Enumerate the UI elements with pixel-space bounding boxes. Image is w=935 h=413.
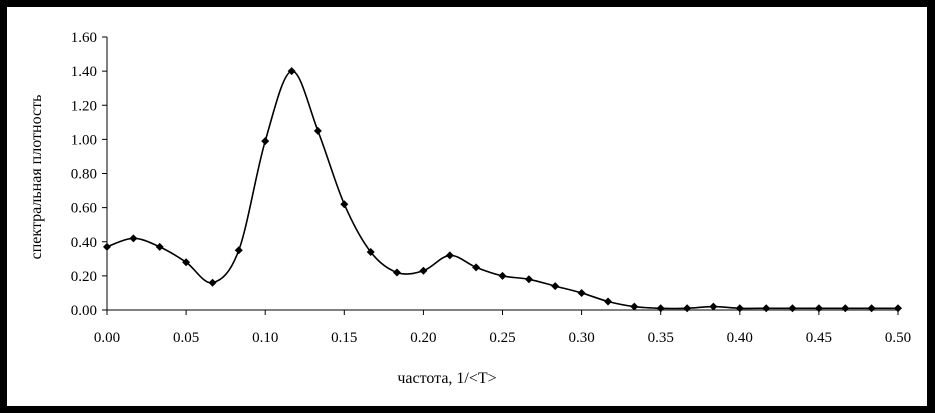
chart-axes: [106, 37, 898, 311]
y-tick-label: 1.00: [71, 132, 97, 148]
data-point-marker: [683, 304, 692, 313]
y-tick-label: 1.40: [71, 64, 97, 80]
x-tick-label: 0.50: [885, 330, 911, 346]
chart-svg: 0.00 0.20 0.40 0.60 0.80 1.00 1.20 1.40 1.60 0.00…: [28, 30, 911, 387]
x-axis-label: частота, 1/<T>: [397, 370, 496, 387]
series-markers: [103, 67, 902, 313]
x-tick-label: 0.20: [410, 330, 436, 346]
data-point-marker: [894, 304, 902, 313]
data-point-marker: [155, 242, 164, 251]
data-point-marker: [709, 302, 718, 311]
data-point-marker: [577, 288, 586, 297]
data-point-marker: [445, 251, 454, 260]
x-tick-label: 0.15: [331, 330, 357, 346]
y-axis-label: спектральная плотность: [28, 95, 45, 260]
data-point-marker: [524, 275, 533, 284]
data-point-marker: [103, 242, 111, 251]
y-tick-label: 0.20: [71, 269, 97, 285]
data-point-marker: [366, 247, 375, 256]
chart-frame: 0.00 0.20 0.40 0.60 0.80 1.00 1.20 1.40 1.60 0.00…: [6, 6, 928, 407]
data-point-marker: [313, 126, 322, 135]
x-tick-label: 0.45: [806, 330, 832, 346]
data-point-marker: [287, 67, 296, 76]
chart-ticks: 0.00 0.20 0.40 0.60 0.80 1.00 1.20 1.40 1.60 0.00…: [71, 30, 911, 346]
data-point-marker: [604, 297, 613, 306]
data-point-marker: [551, 282, 560, 291]
y-tick-label: 0.00: [71, 303, 97, 319]
data-point-marker: [788, 304, 797, 313]
data-point-marker: [340, 200, 349, 209]
data-point-marker: [419, 266, 428, 275]
data-point-marker: [814, 304, 823, 313]
data-point-marker: [261, 137, 270, 146]
data-point-marker: [867, 304, 876, 313]
x-tick-label: 0.05: [173, 330, 199, 346]
x-tick-label: 0.25: [489, 330, 515, 346]
data-point-marker: [735, 304, 744, 313]
data-point-marker: [762, 304, 771, 313]
data-point-marker: [208, 278, 217, 287]
data-point-marker: [129, 234, 138, 243]
data-point-marker: [182, 258, 191, 267]
data-point-marker: [472, 263, 481, 272]
data-point-marker: [498, 271, 507, 280]
y-tick-label: 1.60: [71, 30, 97, 46]
x-tick-label: 0.35: [648, 330, 674, 346]
y-tick-label: 0.40: [71, 235, 97, 251]
x-tick-label: 0.30: [568, 330, 594, 346]
y-tick-label: 0.60: [71, 201, 97, 217]
data-point-marker: [841, 304, 850, 313]
data-point-marker: [630, 302, 639, 311]
y-tick-label: 1.20: [71, 98, 97, 114]
x-tick-label: 0.10: [252, 330, 278, 346]
data-point-marker: [656, 304, 665, 313]
x-tick-label: 0.40: [727, 330, 753, 346]
y-tick-label: 0.80: [71, 167, 97, 183]
x-tick-label: 0.00: [94, 330, 120, 346]
data-point-marker: [392, 268, 401, 277]
data-point-marker: [234, 246, 243, 255]
